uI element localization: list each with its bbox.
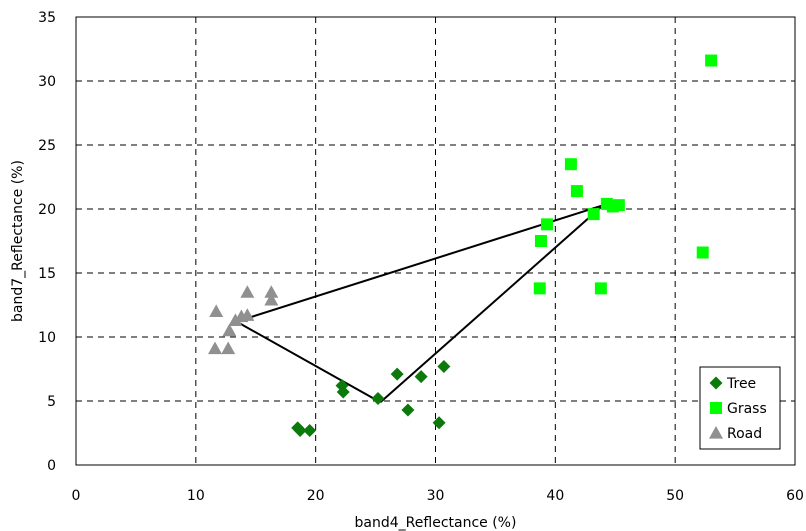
tree-point <box>336 385 350 399</box>
y-tick-label: 35 <box>38 10 56 26</box>
data-markers <box>208 54 718 437</box>
x-tick-label: 10 <box>187 488 205 504</box>
road-point <box>264 285 279 298</box>
x-tick-label: 20 <box>307 488 325 504</box>
triangle-edge <box>379 204 604 404</box>
road-point <box>240 308 255 321</box>
y-axis-title: band7_Reflectance (%) <box>10 160 26 322</box>
road-point <box>264 292 279 306</box>
tree-point <box>414 370 428 384</box>
grass-point <box>612 199 625 212</box>
legend-marker-road <box>709 426 723 439</box>
y-tick-label: 0 <box>47 458 56 474</box>
legend-label-tree: Tree <box>726 376 756 392</box>
legend-label-road: Road <box>727 426 762 442</box>
grass-point <box>594 282 607 295</box>
grass-point <box>570 185 583 198</box>
legend-marker-grass <box>710 402 722 414</box>
x-tick-label: 40 <box>546 488 564 504</box>
triangle-edge <box>236 320 381 404</box>
tree-point <box>390 367 404 381</box>
x-axis-title: band4_Reflectance (%) <box>355 515 517 531</box>
road-point <box>208 341 223 355</box>
tree-point <box>401 403 415 417</box>
grass-point <box>564 158 577 171</box>
grid-lines <box>76 17 795 465</box>
x-axis-ticks: 0 10 20 30 40 50 60 <box>72 488 804 504</box>
tree-point <box>437 359 451 373</box>
y-tick-label: 30 <box>38 74 56 90</box>
legend: Tree Grass Road <box>699 366 781 450</box>
y-axis-ticks: 0 5 10 15 20 25 30 35 <box>38 10 56 474</box>
y-tick-label: 5 <box>47 394 56 410</box>
legend-marker-tree <box>709 376 723 390</box>
x-tick-label: 60 <box>786 488 804 504</box>
grass-point <box>534 235 547 247</box>
grass-point <box>587 208 600 221</box>
y-tick-label: 20 <box>38 202 56 218</box>
x-tick-label: 30 <box>427 488 445 504</box>
x-tick-label: 0 <box>72 488 81 504</box>
grass-point <box>540 218 553 231</box>
tree-point <box>293 423 307 437</box>
tree-point <box>303 423 317 437</box>
road-point <box>222 323 237 337</box>
tree-point <box>371 391 385 405</box>
grass-point <box>696 246 709 259</box>
y-tick-label: 10 <box>38 330 56 346</box>
grass-point <box>533 282 546 295</box>
x-tick-label: 50 <box>666 488 684 504</box>
grass-point <box>705 54 718 67</box>
y-tick-label: 15 <box>38 266 56 282</box>
road-point <box>228 313 243 326</box>
legend-label-grass: Grass <box>727 401 767 417</box>
road-point <box>240 285 255 298</box>
road-point <box>209 304 224 317</box>
y-tick-label: 25 <box>38 138 56 154</box>
tree-point <box>432 416 446 430</box>
road-point <box>221 341 236 355</box>
